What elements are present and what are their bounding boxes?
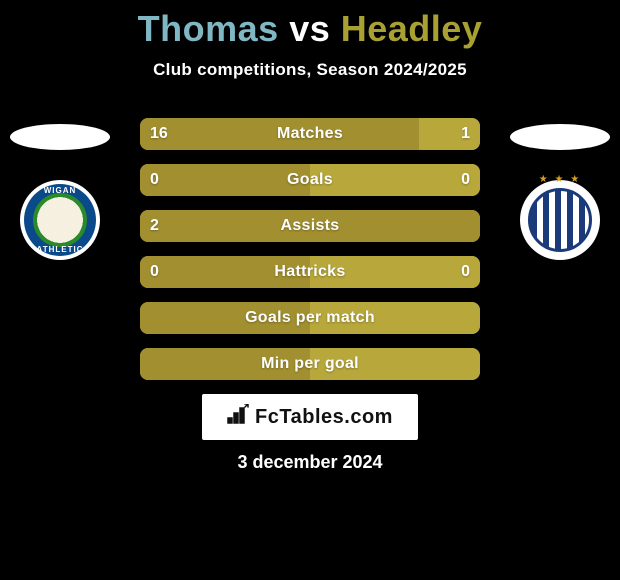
player-b-name: Headley bbox=[341, 8, 483, 49]
player-a-photo bbox=[10, 124, 110, 150]
bar-label: Assists bbox=[140, 217, 480, 235]
club-a-top-text: WIGAN bbox=[20, 186, 100, 195]
vs-separator: vs bbox=[289, 8, 330, 49]
subtitle-text: Club competitions, Season 2024/2025 bbox=[0, 60, 620, 80]
player-b-photo bbox=[510, 124, 610, 150]
bar-label: Goals bbox=[140, 171, 480, 189]
club-a-inner bbox=[33, 193, 87, 247]
club-b-stripes bbox=[528, 188, 592, 252]
stat-bar-row: 00Goals bbox=[140, 164, 480, 196]
bar-label: Matches bbox=[140, 125, 480, 143]
club-a-bottom-text: ATHLETIC bbox=[20, 245, 100, 254]
stat-bar-row: Goals per match bbox=[140, 302, 480, 334]
brand-chart-icon bbox=[227, 404, 249, 430]
stat-bar-row: 161Matches bbox=[140, 118, 480, 150]
stat-bar-row: Min per goal bbox=[140, 348, 480, 380]
bar-label: Goals per match bbox=[140, 309, 480, 327]
player-a-name: Thomas bbox=[138, 8, 279, 49]
stat-bar-row: 2Assists bbox=[140, 210, 480, 242]
club-a-badge: WIGAN ATHLETIC bbox=[20, 180, 100, 260]
date-text: 3 december 2024 bbox=[0, 452, 620, 473]
stat-bars: 161Matches 00Goals 2Assists 00Hattricks Goal… bbox=[140, 118, 480, 394]
comparison-title: Thomas vs Headley bbox=[0, 0, 620, 50]
bar-label: Min per goal bbox=[140, 355, 480, 373]
stat-bar-row: 00Hattricks bbox=[140, 256, 480, 288]
brand-text: FcTables.com bbox=[255, 406, 393, 429]
club-b-badge: ★ ★ ★ bbox=[520, 180, 600, 260]
brand-badge: FcTables.com bbox=[202, 394, 418, 440]
club-b-stars-icon: ★ ★ ★ bbox=[520, 174, 600, 185]
bar-label: Hattricks bbox=[140, 263, 480, 281]
